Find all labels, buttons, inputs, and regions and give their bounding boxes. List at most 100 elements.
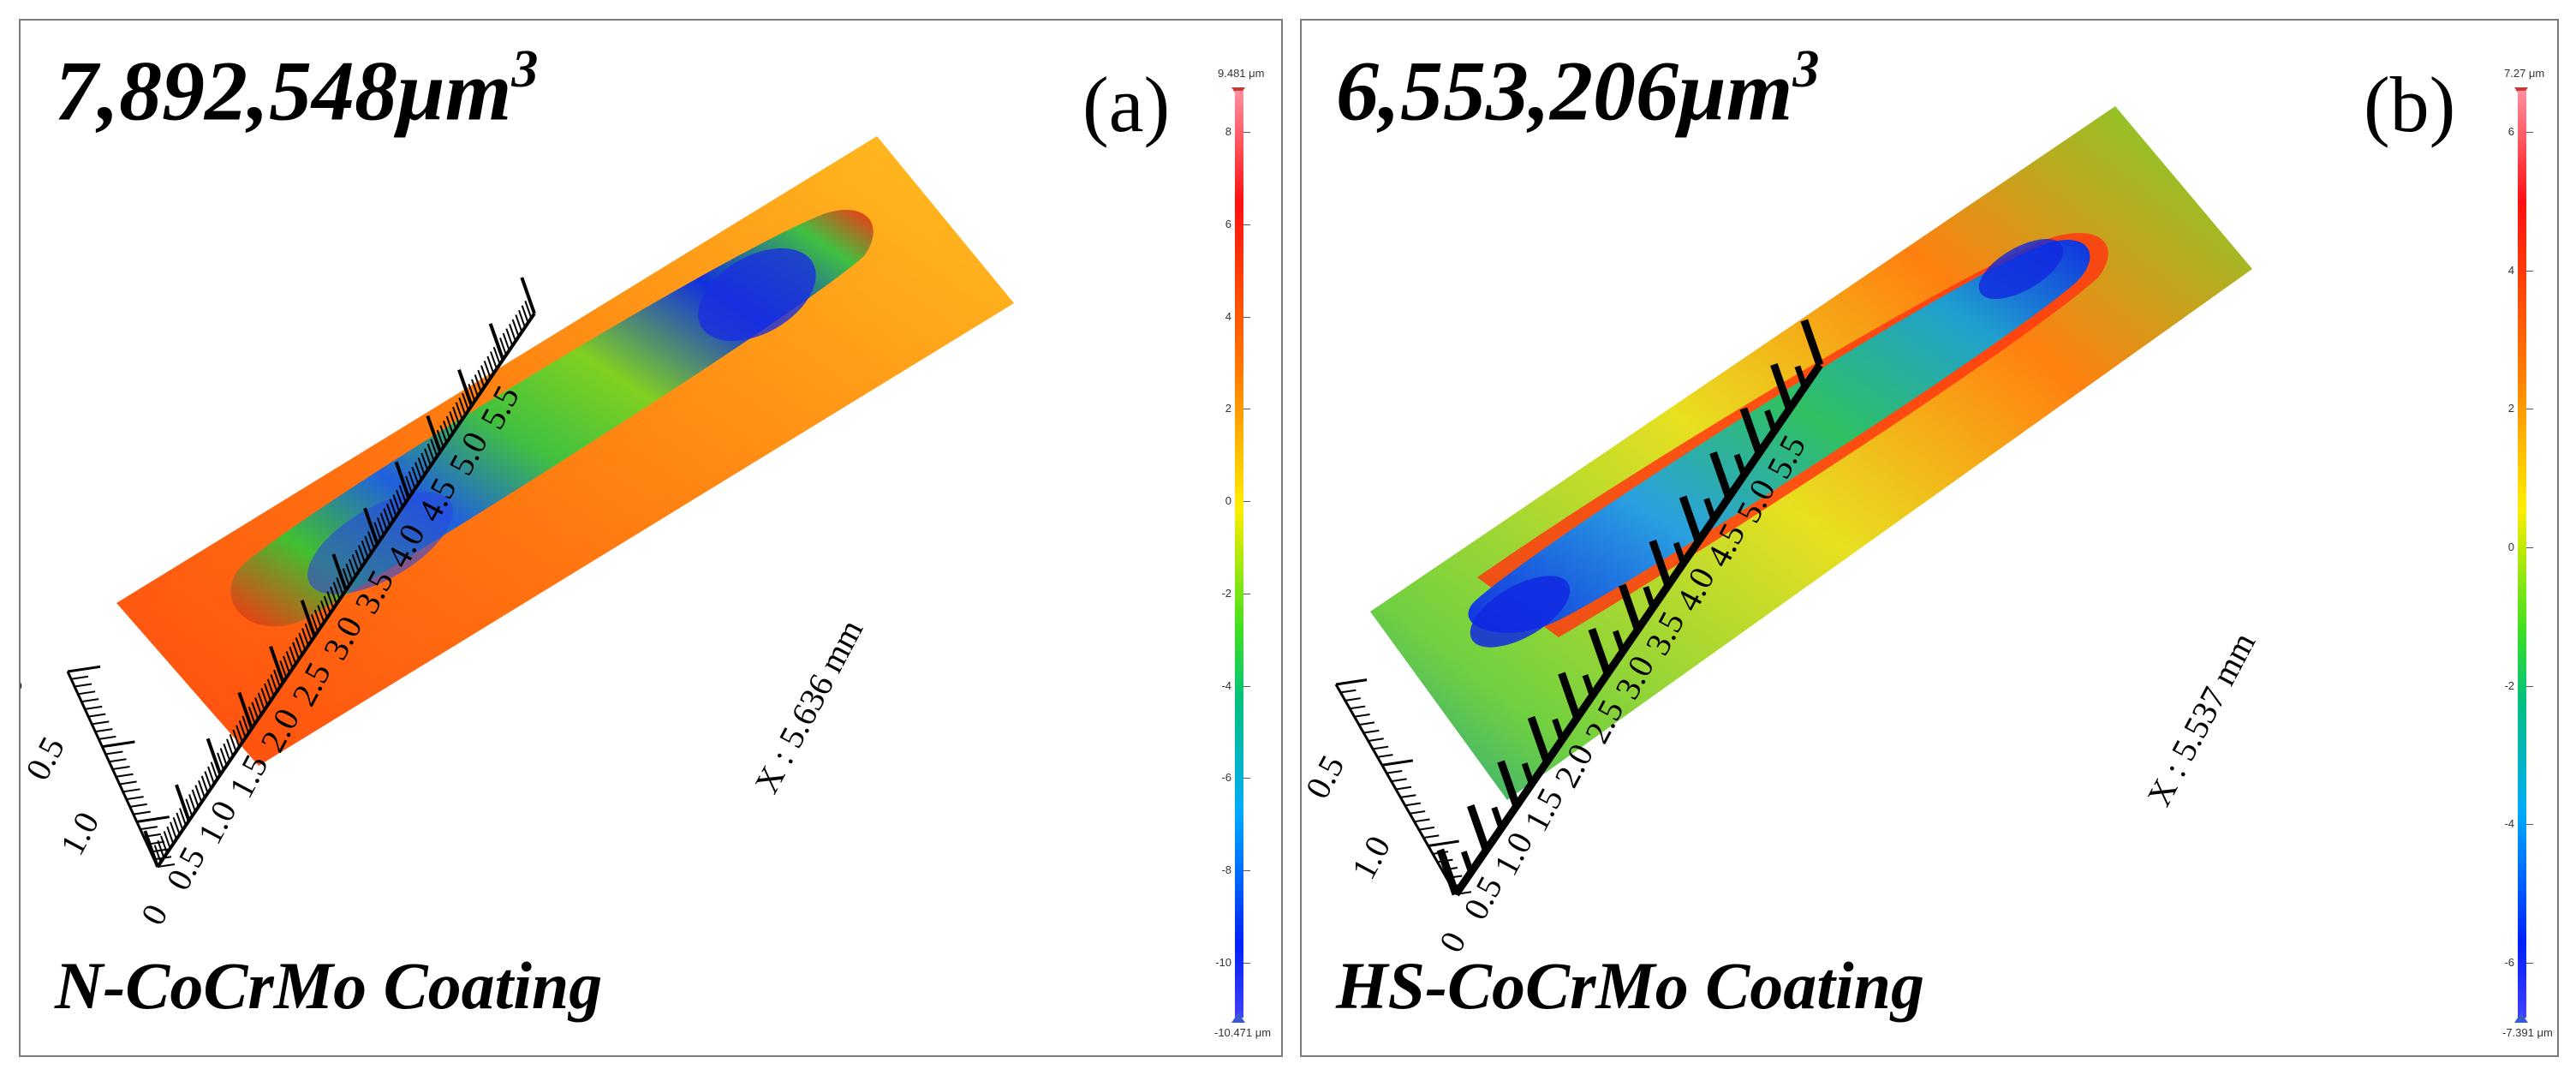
panel_b-colorbar-tick <box>2526 963 2533 964</box>
panel_a-x-tick <box>172 816 181 835</box>
panel_b-x-tick <box>1588 628 1612 675</box>
panel_a-y-tick <box>81 698 99 703</box>
panel_a-x-tick <box>210 761 218 780</box>
panel_b-colorbar-tick <box>2526 547 2533 548</box>
panel_a-x-tick <box>520 277 536 314</box>
panel_a-x-tick <box>223 743 231 761</box>
panel-b-wear-track <box>1468 240 2090 633</box>
panel_b-x-tick <box>1527 716 1551 763</box>
panel_b-colorbar-tick-label: -2 <box>2504 678 2514 692</box>
panel_a-x-tick <box>452 406 460 425</box>
panel_a-x-tick <box>269 646 285 684</box>
panel_b-x-tick <box>1733 453 1747 476</box>
panel_b-colorbar-tick <box>2526 685 2533 687</box>
panel_a-y-tick <box>116 773 134 778</box>
panel_a-colorbar-tick <box>1243 224 1250 225</box>
panel_a-x-tick <box>311 614 319 632</box>
panel_a-x-tick <box>313 609 322 628</box>
panel_a-x-tick <box>304 623 313 642</box>
panel_a-x-tick <box>254 697 262 715</box>
panel_b-y-tick <box>1446 875 1463 880</box>
panel_a-x-tick <box>474 374 482 392</box>
panel_a-x-tick <box>379 512 388 531</box>
panel_a-y-tick <box>126 796 144 801</box>
panel_b-y-tick <box>1386 769 1403 774</box>
panel_a-x-tick <box>251 702 259 720</box>
panel_a-x-tick <box>332 582 341 600</box>
panel_a-y-tick <box>112 766 130 770</box>
panel_a-x-tick <box>518 309 526 328</box>
panel_a-x-tick <box>426 443 435 462</box>
panel_a-x-tick <box>292 642 300 660</box>
panel-a: 0 0.5 1.0 1.5 2.0 2.5 3.0 3.5 4.0 4.5 5.0 5.5 0 0.5 1… <box>19 19 1283 1057</box>
panel_b-y-tick <box>1391 778 1407 783</box>
panel_a-x-tick <box>351 554 360 572</box>
panel_a-x-tick <box>219 748 228 766</box>
panel_a-x-tick <box>200 775 209 794</box>
panel_a-x-tick <box>188 794 196 812</box>
panel_a-x-tick <box>414 462 422 481</box>
panel_a-x-tick <box>417 457 426 475</box>
panel_a-x-tick <box>408 471 416 489</box>
panel_b-y-tick <box>1432 851 1449 855</box>
panel_a-x-tick <box>477 369 486 388</box>
panel_a-x-tick <box>499 337 507 355</box>
panel_a-x-tick <box>455 402 463 421</box>
panel-a-colorbar-min-marker <box>1231 1012 1245 1023</box>
panel_a-x-tick <box>166 826 175 845</box>
panel_a-x-tick <box>349 558 356 577</box>
panel_b-colorbar-tick-label: 6 <box>2507 125 2514 138</box>
panel_a-y-tick <box>109 758 127 763</box>
panel_a-x-tick <box>232 729 241 748</box>
panel_a-x-tick <box>486 355 495 374</box>
panel_a-x-tick <box>331 553 348 591</box>
panel-a-colorbar-min: -10.471 μm <box>1214 1026 1272 1039</box>
panel_a-x-tick <box>430 439 438 457</box>
panel_a-x-tick <box>191 789 200 808</box>
panel_b-y-tick <box>1404 802 1421 807</box>
panel_a-y-tick <box>70 675 89 680</box>
panel_a-x-tick <box>194 785 203 803</box>
panel_a-x-tick <box>355 549 363 568</box>
panel_a-colorbar-tick <box>1243 870 1250 872</box>
panel_b-x-tick <box>1673 541 1686 564</box>
panel_a-x-tick <box>206 738 223 775</box>
panel_a-x-tick <box>405 475 413 494</box>
panel_b-colorbar-tick <box>2526 824 2533 826</box>
panel_a-x-tick <box>204 771 212 789</box>
panel_a-y-tick-label: 0.5 <box>21 731 72 786</box>
panel_a-x-tick <box>471 379 479 397</box>
panel_b-y-tick <box>1350 705 1366 710</box>
panel_a-colorbar-tick <box>1243 132 1250 133</box>
panel_a-x-tick <box>285 651 294 669</box>
panel_b-y-tick <box>1377 754 1393 758</box>
panel_a-x-tick <box>396 489 403 508</box>
panel_b-x-tick <box>1770 363 1793 410</box>
panel_a-x-tick <box>175 784 191 821</box>
panel_b-x-tick <box>1649 540 1673 587</box>
panel_a-x-tick <box>264 683 271 702</box>
panel_b-x-tick <box>1613 630 1626 653</box>
panel_a-x-tick <box>386 503 394 522</box>
panel-a-colorbar-gradient <box>1235 91 1243 1018</box>
panel_a-x-tick-label: 1.0 <box>190 794 244 850</box>
panel-a-wear-volume: 7,892,548μm3 <box>55 43 538 134</box>
panel_b-y-tick <box>1368 738 1384 742</box>
panel_b-x-tick <box>1679 495 1702 543</box>
panel_b-y-tick <box>1340 689 1357 694</box>
panel_a-x-tick <box>524 301 533 319</box>
panel_a-colorbar-tick-label: 4 <box>1225 309 1231 323</box>
panel_a-colorbar-tick-label: 8 <box>1225 125 1231 138</box>
panel-b-colorbar-min: -7.391 μm <box>2502 1026 2553 1039</box>
panel_a-x-tick <box>163 831 171 849</box>
panel_a-x-tick <box>515 314 523 332</box>
panel_a-colorbar-tick-label: 6 <box>1225 217 1231 230</box>
panel-b-surface-plot: 00.51.01.52.02.53.03.54.04.55.05.5 00.51… <box>1302 106 2263 959</box>
panel_a-x-tick <box>488 323 505 361</box>
panel_a-y-tick <box>140 826 158 831</box>
panel-b-x-axis-label: X : 5.537 mm <box>2139 626 2263 812</box>
panel_a-x-tick <box>373 522 382 540</box>
panel-b-volume-exponent: 3 <box>1792 40 1820 99</box>
panel_a-x-tick <box>247 706 256 725</box>
panel_b-x-tick <box>1552 718 1565 741</box>
